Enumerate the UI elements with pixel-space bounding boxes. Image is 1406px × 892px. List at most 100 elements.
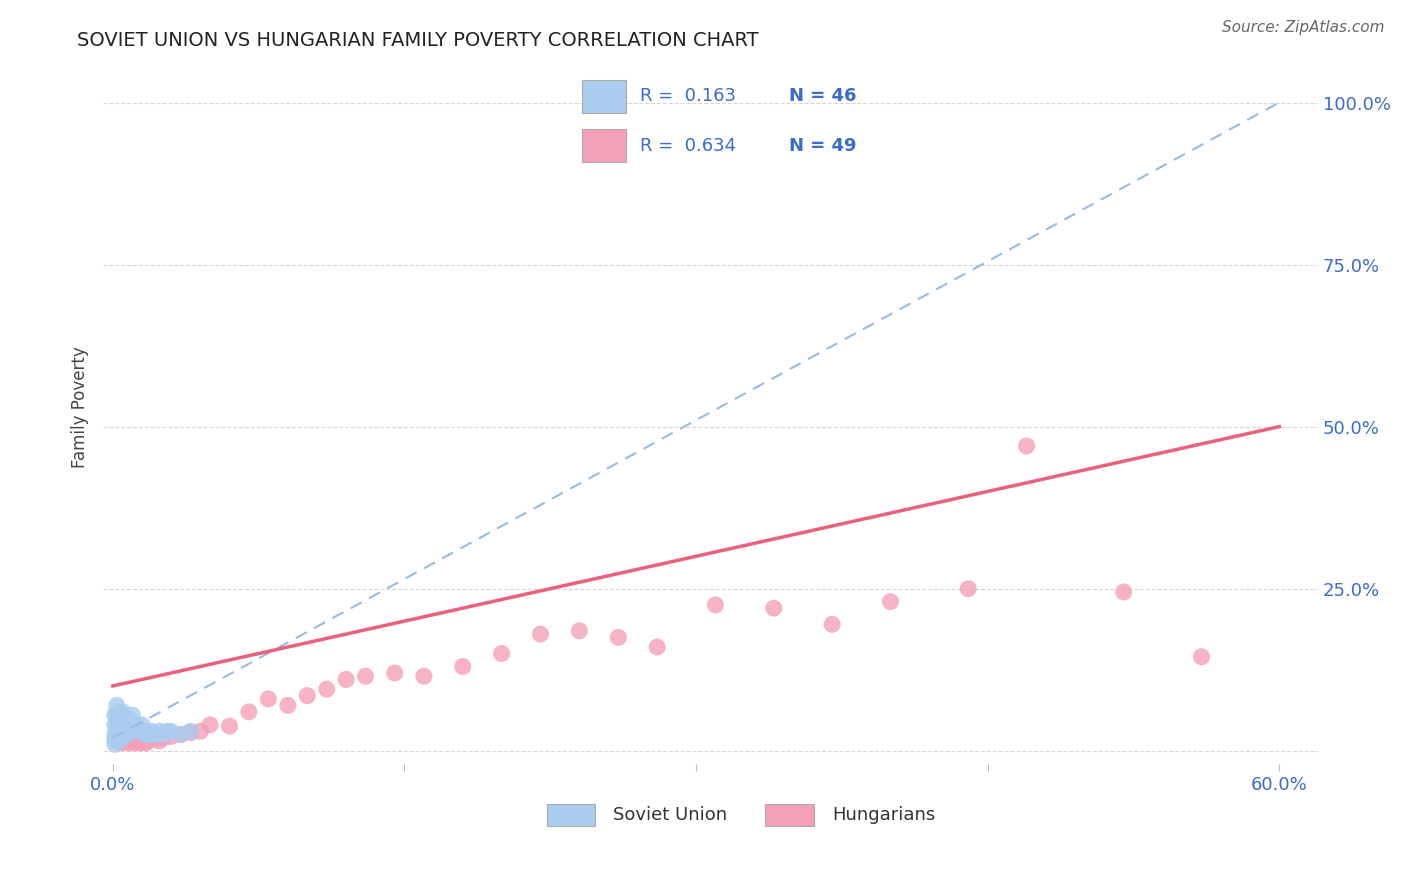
Point	[491, 647, 513, 661]
Point	[110, 708, 132, 723]
Point	[315, 682, 337, 697]
Point	[879, 595, 901, 609]
Point	[117, 736, 139, 750]
Point	[111, 731, 134, 745]
Point	[568, 624, 591, 638]
Point	[107, 734, 129, 748]
Point	[125, 731, 148, 745]
Point	[297, 689, 319, 703]
Point	[218, 719, 240, 733]
Point	[104, 727, 127, 741]
Point	[354, 669, 377, 683]
Text: Soviet Union: Soviet Union	[613, 806, 727, 824]
Point	[198, 718, 221, 732]
Point	[114, 734, 136, 748]
Point	[111, 718, 134, 732]
Point	[141, 731, 163, 745]
Point	[180, 725, 202, 739]
Point	[104, 737, 127, 751]
Point	[115, 714, 138, 729]
Point	[451, 659, 474, 673]
Point	[335, 673, 357, 687]
Point	[132, 732, 155, 747]
Point	[135, 727, 157, 741]
Point	[129, 736, 152, 750]
Point	[188, 724, 211, 739]
Y-axis label: Family Poverty: Family Poverty	[72, 346, 89, 468]
Point	[136, 724, 159, 739]
Point	[104, 732, 127, 747]
Point	[105, 718, 128, 732]
Text: SOVIET UNION VS HUNGARIAN FAMILY POVERTY CORRELATION CHART: SOVIET UNION VS HUNGARIAN FAMILY POVERTY…	[77, 31, 759, 50]
Point	[141, 724, 163, 739]
Point	[257, 692, 280, 706]
Point	[132, 724, 155, 739]
Point	[115, 727, 138, 741]
Point	[127, 721, 149, 735]
Point	[170, 727, 193, 741]
Point	[238, 705, 260, 719]
Point	[110, 736, 132, 750]
Point	[127, 732, 149, 747]
Point	[277, 698, 299, 713]
Point	[145, 732, 167, 747]
Point	[111, 731, 134, 745]
Point	[107, 705, 129, 719]
FancyBboxPatch shape	[765, 805, 814, 826]
Point	[704, 598, 727, 612]
Point	[117, 724, 139, 739]
Point	[110, 731, 132, 745]
Point	[160, 724, 183, 739]
Text: Hungarians: Hungarians	[832, 806, 935, 824]
Point	[107, 714, 129, 729]
Point	[131, 718, 153, 732]
Point	[135, 736, 157, 750]
Point	[104, 718, 127, 732]
Point	[117, 711, 139, 725]
Point	[152, 731, 174, 745]
Point	[145, 727, 167, 741]
Point	[121, 732, 143, 747]
Point	[122, 718, 145, 732]
Point	[412, 669, 434, 683]
Point	[105, 698, 128, 713]
Point	[125, 718, 148, 732]
Point	[160, 730, 183, 744]
Point	[170, 727, 193, 741]
Point	[114, 724, 136, 739]
Point	[122, 736, 145, 750]
Point	[821, 617, 844, 632]
Point	[529, 627, 551, 641]
Point	[121, 708, 143, 723]
Point	[120, 734, 142, 748]
Point	[131, 734, 153, 748]
Point	[384, 665, 406, 680]
Point	[139, 727, 162, 741]
Point	[1015, 439, 1038, 453]
Point	[110, 718, 132, 732]
Point	[121, 724, 143, 739]
Point	[152, 727, 174, 741]
Point	[957, 582, 980, 596]
Point	[762, 601, 785, 615]
Point	[114, 711, 136, 725]
Point	[107, 734, 129, 748]
Point	[111, 705, 134, 719]
Point	[105, 734, 128, 748]
Point	[148, 734, 170, 748]
Point	[156, 724, 179, 739]
Point	[136, 734, 159, 748]
Point	[180, 724, 202, 739]
Point	[107, 724, 129, 739]
Point	[105, 708, 128, 723]
Point	[148, 724, 170, 739]
Point	[105, 727, 128, 741]
Point	[1112, 585, 1135, 599]
Point	[115, 732, 138, 747]
Point	[1191, 649, 1213, 664]
FancyBboxPatch shape	[547, 805, 595, 826]
Text: Source: ZipAtlas.com: Source: ZipAtlas.com	[1222, 20, 1385, 35]
Point	[645, 640, 668, 654]
Point	[104, 708, 127, 723]
Point	[120, 718, 142, 732]
